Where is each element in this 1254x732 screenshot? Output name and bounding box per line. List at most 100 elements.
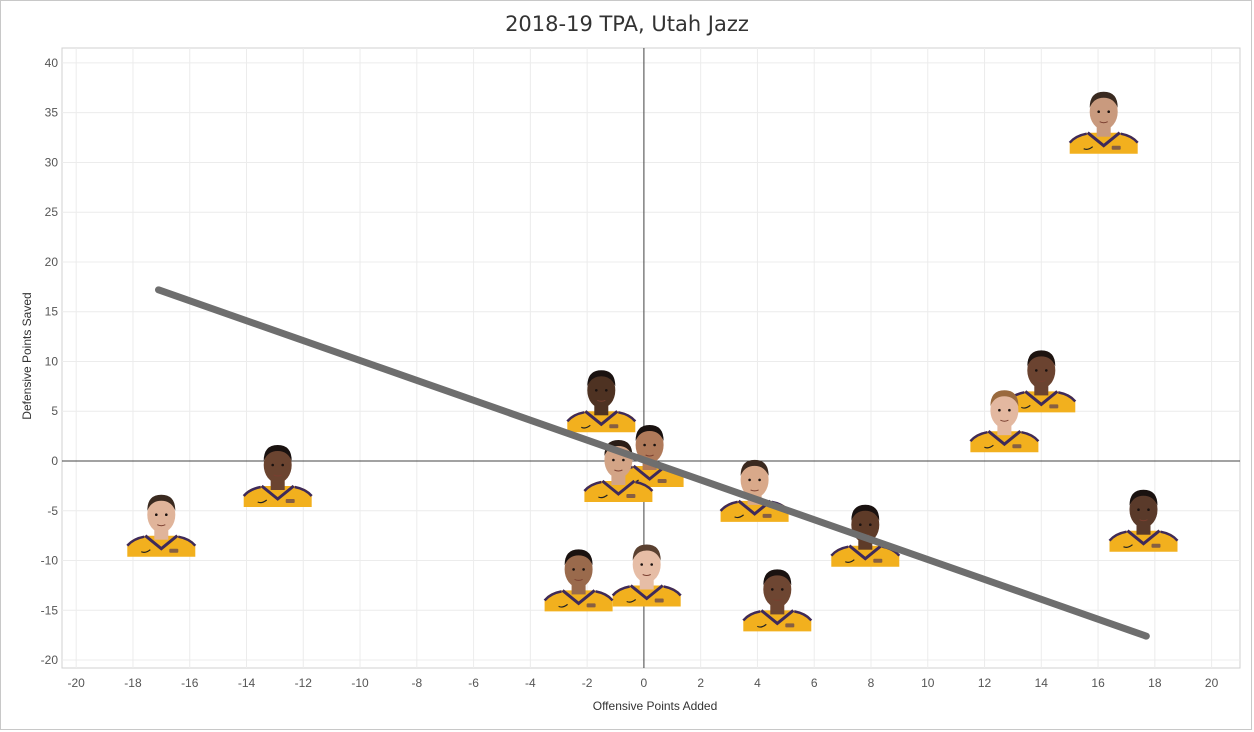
- player-mouth: [750, 489, 759, 492]
- player-eye: [1097, 110, 1100, 113]
- player-hair: [564, 549, 593, 566]
- player-mouth: [1099, 121, 1108, 124]
- x-tick-label: 16: [1091, 676, 1105, 690]
- player-mouth: [645, 454, 654, 457]
- player-eye: [859, 523, 862, 526]
- jersey-swoosh: [1021, 404, 1031, 409]
- jersey-collar: [987, 430, 1022, 447]
- player-head: [1089, 93, 1118, 130]
- player-eye: [165, 513, 168, 516]
- jersey-logo: [1111, 145, 1121, 150]
- jersey-swoosh: [257, 499, 268, 504]
- jersey-collar: [144, 534, 179, 551]
- y-tick-label: -10: [41, 554, 59, 568]
- jersey-trim: [543, 590, 614, 602]
- player-mouth: [157, 524, 166, 527]
- y-tick-label: 20: [45, 255, 59, 269]
- x-tick-label: -12: [295, 676, 313, 690]
- player-eye: [650, 563, 653, 566]
- player-headshot-marker: [830, 504, 901, 567]
- jersey-collar: [632, 464, 667, 481]
- player-mouth: [1037, 379, 1046, 382]
- x-tick-label: 2: [697, 676, 704, 690]
- x-tick-label: 18: [1148, 676, 1162, 690]
- jersey-swoosh: [141, 549, 151, 553]
- jersey-swoosh: [1083, 146, 1094, 150]
- x-axis-label: Offensive Points Added: [592, 699, 718, 713]
- jersey-swoosh: [845, 559, 855, 563]
- player-headshot-marker: [1006, 350, 1077, 413]
- player-head: [1027, 352, 1056, 389]
- jersey-swoosh: [734, 514, 744, 519]
- player-hair: [1027, 350, 1056, 367]
- y-tick-label: 25: [45, 205, 59, 219]
- player-eye: [640, 563, 643, 566]
- player-head: [763, 571, 792, 608]
- player-eye: [155, 513, 158, 516]
- player-mouth: [614, 469, 623, 472]
- x-tick-label: -2: [582, 676, 593, 690]
- trend-line: [155, 286, 1150, 640]
- jersey-logo: [609, 424, 619, 429]
- y-tick-label: -5: [47, 504, 58, 518]
- jersey-swoosh: [757, 623, 767, 628]
- player-mouth: [597, 399, 606, 402]
- player-eye: [653, 443, 656, 447]
- player-headshot-marker: [566, 370, 637, 433]
- player-headshot-marker: [969, 390, 1040, 453]
- jersey-logo: [762, 513, 772, 518]
- player-head: [632, 546, 661, 583]
- trend-line-group: [155, 286, 1150, 640]
- player-head: [990, 392, 1019, 429]
- player-eye: [869, 523, 872, 526]
- jersey-logo: [654, 598, 664, 603]
- x-tick-label: -10: [351, 676, 369, 690]
- y-tick-label: 5: [51, 404, 58, 418]
- x-tick-label: 20: [1205, 676, 1219, 690]
- player-eye: [271, 463, 274, 467]
- player-eye: [1147, 508, 1150, 511]
- jersey-swoosh: [581, 424, 591, 429]
- x-tick-label: -16: [181, 676, 199, 690]
- y-tick-label: 40: [45, 56, 59, 70]
- player-hair: [587, 370, 616, 387]
- tick-labels: -20 -18 -16 -14 -12 -10 -8 -6 -4 -2 0 2 4 6 8 10 12 14 16 1…: [41, 56, 1219, 690]
- x-tick-label: 12: [978, 676, 992, 690]
- player-hair: [1089, 91, 1118, 108]
- jersey-swoosh: [558, 603, 568, 608]
- jersey-logo: [1012, 444, 1022, 449]
- y-tick-label: 10: [45, 354, 59, 368]
- player-hair: [851, 504, 880, 521]
- y-tick-label: -20: [41, 653, 59, 667]
- player-hair: [632, 544, 661, 561]
- player-hair: [990, 390, 1019, 407]
- player-head: [263, 447, 292, 483]
- jersey-collar: [260, 484, 295, 501]
- player-eye: [605, 389, 608, 392]
- y-tick-label: -15: [41, 603, 59, 617]
- player-eye: [582, 568, 585, 571]
- player-eye: [771, 588, 774, 591]
- player-hair: [740, 459, 769, 476]
- jersey-logo: [873, 558, 883, 563]
- jersey-logo: [657, 479, 667, 483]
- player-headshot-marker: [1068, 91, 1139, 154]
- x-tick-label: 10: [921, 676, 935, 690]
- x-tick-label: -8: [411, 676, 422, 690]
- x-tick-label: 0: [641, 676, 648, 690]
- player-eye: [281, 463, 284, 467]
- jersey-collar: [760, 609, 795, 626]
- player-headshot-marker: [611, 544, 682, 607]
- player-eye: [998, 408, 1001, 412]
- player-eye: [1137, 508, 1140, 511]
- chart-title: 2018-19 TPA, Utah Jazz: [505, 12, 749, 36]
- jersey-logo: [285, 499, 295, 503]
- player-eye: [1035, 369, 1038, 372]
- player-headshot-marker: [742, 569, 813, 632]
- player-eye: [622, 458, 625, 462]
- jersey-collar: [1086, 131, 1121, 148]
- player-mouth: [642, 574, 651, 576]
- data-points: [126, 91, 1179, 632]
- player-eye: [595, 389, 598, 392]
